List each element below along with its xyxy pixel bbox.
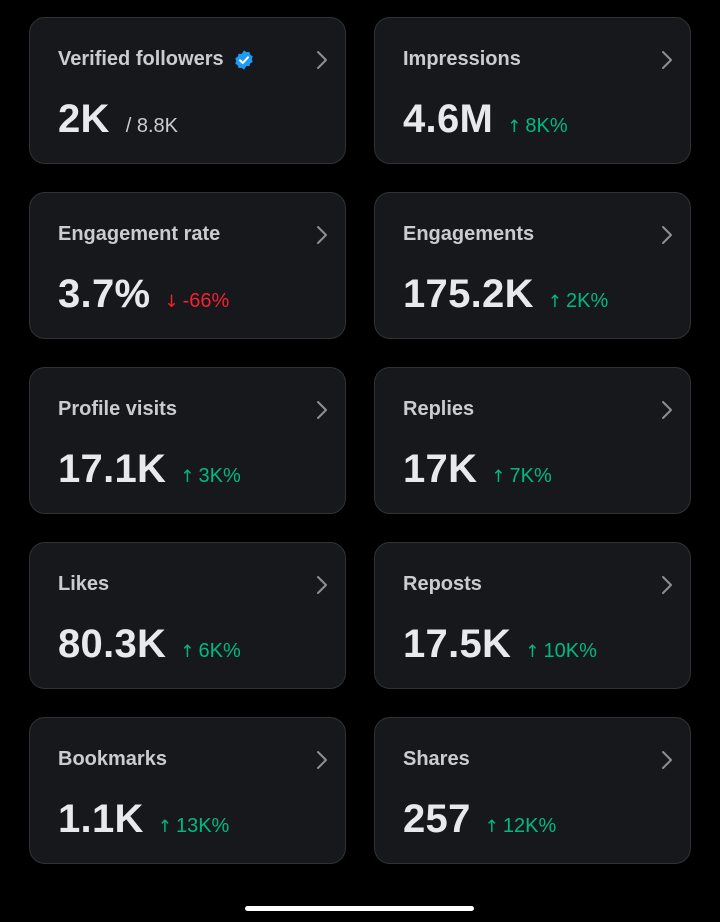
card-title-row: Reposts (403, 573, 482, 596)
card-verified-followers[interactable]: Verified followers 2K / 8.8K (29, 17, 346, 164)
metric-value: 2K (58, 97, 110, 141)
verified-badge-icon (233, 49, 255, 71)
change-value: 2K% (566, 290, 609, 312)
arrow-up-icon: ↑ (180, 467, 195, 487)
change-value: -66% (182, 290, 230, 312)
metric-value: 175.2K (403, 272, 534, 316)
card-reposts[interactable]: Reposts 17.5K ↑ 10K% (374, 542, 691, 689)
chevron-right-icon (317, 576, 327, 594)
arrow-up-icon: ↑ (484, 817, 499, 837)
change-indicator: ↓ -66% (164, 290, 229, 313)
card-title-row: Profile visits (58, 398, 177, 421)
card-title: Impressions (403, 48, 521, 70)
card-title-row: Likes (58, 573, 109, 596)
arrow-up-icon: ↑ (525, 642, 540, 662)
arrow-up-icon: ↑ (547, 292, 563, 312)
card-title: Shares (403, 748, 470, 770)
metric-value: 17.5K (403, 622, 512, 666)
chevron-right-icon (662, 751, 672, 769)
card-title: Reposts (403, 573, 482, 595)
arrow-up-icon: ↑ (491, 467, 506, 487)
change-value: 3K% (198, 465, 241, 487)
arrow-up-icon: ↑ (507, 117, 522, 137)
change-value: 13K% (175, 815, 230, 837)
metric-value: 17K (403, 447, 478, 491)
chevron-right-icon (317, 751, 327, 769)
card-title-row: Engagement rate (58, 223, 220, 246)
change-value: 6K% (198, 640, 241, 662)
change-indicator: ↑ 13K% (158, 815, 230, 838)
metrics-grid: Verified followers 2K / 8.8K Impressions… (29, 17, 691, 864)
metric-value: 3.7% (58, 272, 151, 316)
metric-value: 80.3K (58, 622, 167, 666)
metric-row: 257 ↑ 12K% (403, 797, 556, 842)
card-title: Bookmarks (58, 748, 167, 770)
card-title: Engagements (403, 223, 535, 245)
home-indicator[interactable] (245, 906, 474, 911)
chevron-right-icon (662, 51, 672, 69)
change-indicator: ↑ 10K% (525, 640, 597, 663)
change-value: 8K% (525, 115, 568, 137)
card-title: Profile visits (58, 398, 177, 420)
metric-row: 175.2K ↑ 2K% (403, 272, 608, 317)
change-indicator: ↑ 12K% (485, 815, 557, 838)
metric-value: 257 (403, 797, 471, 841)
chevron-right-icon (317, 51, 327, 69)
metric-value: 17.1K (58, 447, 167, 491)
card-title-row: Engagements (403, 223, 534, 246)
card-likes[interactable]: Likes 80.3K ↑ 6K% (29, 542, 346, 689)
chevron-right-icon (662, 226, 672, 244)
metric-value: 1.1K (58, 797, 144, 841)
card-title: Replies (403, 398, 475, 420)
metric-row: 17.5K ↑ 10K% (403, 622, 597, 667)
card-title-row: Verified followers (58, 48, 255, 71)
metric-total: / 8.8K (125, 115, 178, 137)
change-indicator: ↑ 6K% (180, 640, 241, 663)
card-title-row: Impressions (403, 48, 521, 71)
change-value: 7K% (509, 465, 552, 487)
card-title-row: Shares (403, 748, 470, 771)
change-value: 10K% (543, 640, 597, 662)
change-value: 12K% (502, 815, 557, 837)
card-replies[interactable]: Replies 17K ↑ 7K% (374, 367, 691, 514)
card-title: Engagement rate (58, 223, 221, 245)
change-indicator: ↑ 2K% (548, 290, 609, 313)
metric-row: 17K ↑ 7K% (403, 447, 552, 492)
metric-row: 80.3K ↑ 6K% (58, 622, 241, 667)
change-indicator: ↑ 3K% (180, 465, 241, 488)
metric-row: 3.7% ↓ -66% (58, 272, 229, 317)
arrow-up-icon: ↑ (180, 642, 195, 662)
chevron-right-icon (662, 576, 672, 594)
arrow-down-icon: ↓ (164, 292, 179, 312)
arrow-up-icon: ↑ (157, 817, 172, 837)
metric-row: 17.1K ↑ 3K% (58, 447, 241, 492)
card-title-row: Replies (403, 398, 474, 421)
metric-row: 4.6M ↑ 8K% (403, 97, 568, 142)
metric-row: 1.1K ↑ 13K% (58, 797, 229, 842)
metric-row: 2K / 8.8K (58, 97, 178, 142)
card-engagement-rate[interactable]: Engagement rate 3.7% ↓ -66% (29, 192, 346, 339)
metric-value: 4.6M (403, 97, 494, 141)
change-indicator: ↑ 8K% (507, 115, 568, 138)
change-indicator: ↑ 7K% (491, 465, 552, 488)
card-title: Likes (58, 573, 110, 595)
chevron-right-icon (317, 401, 327, 419)
chevron-right-icon (662, 401, 672, 419)
card-title-row: Bookmarks (58, 748, 167, 771)
card-shares[interactable]: Shares 257 ↑ 12K% (374, 717, 691, 864)
card-bookmarks[interactable]: Bookmarks 1.1K ↑ 13K% (29, 717, 346, 864)
card-title: Verified followers (58, 48, 224, 70)
card-impressions[interactable]: Impressions 4.6M ↑ 8K% (374, 17, 691, 164)
card-engagements[interactable]: Engagements 175.2K ↑ 2K% (374, 192, 691, 339)
chevron-right-icon (317, 226, 327, 244)
card-profile-visits[interactable]: Profile visits 17.1K ↑ 3K% (29, 367, 346, 514)
